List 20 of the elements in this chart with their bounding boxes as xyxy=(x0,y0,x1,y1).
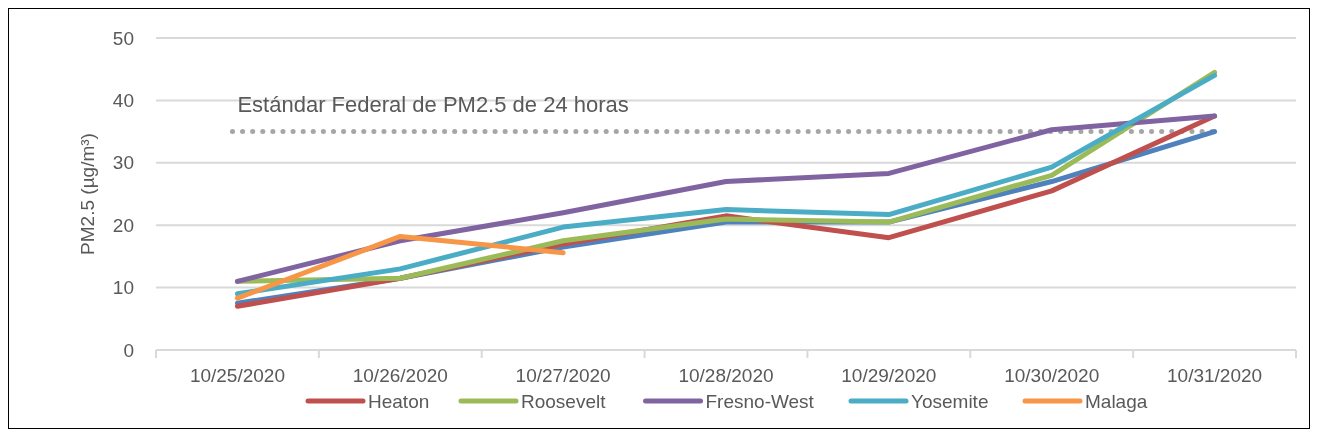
legend-label: Heaton xyxy=(368,390,430,412)
x-tick-label: 10/27/2020 xyxy=(515,365,611,386)
y-tick-label: 20 xyxy=(112,214,134,236)
x-tick-label: 10/29/2020 xyxy=(841,365,937,386)
x-tick-label: 10/31/2020 xyxy=(1167,365,1263,386)
legend-label: Yosemite xyxy=(911,390,989,412)
y-tick-label: 50 xyxy=(112,27,134,49)
legend-label: Fresno-West xyxy=(705,390,815,412)
x-tick-label: 10/26/2020 xyxy=(352,365,448,386)
x-tick-label: 10/28/2020 xyxy=(678,365,774,386)
y-tick-label: 30 xyxy=(112,152,134,174)
legend-label: Roosevelt xyxy=(521,390,607,412)
legend-label: Malaga xyxy=(1085,390,1148,412)
y-tick-label: 40 xyxy=(112,90,134,112)
ref-line-label: Estándar Federal de PM2.5 de 24 horas xyxy=(237,91,629,117)
y-tick-label: 0 xyxy=(123,339,134,361)
x-tick-label: 10/30/2020 xyxy=(1004,365,1100,386)
x-tick-label: 10/25/2020 xyxy=(189,365,285,386)
y-tick-label: 10 xyxy=(112,277,134,299)
y-axis-title: PM2.5 (µg/m³) xyxy=(77,133,98,255)
